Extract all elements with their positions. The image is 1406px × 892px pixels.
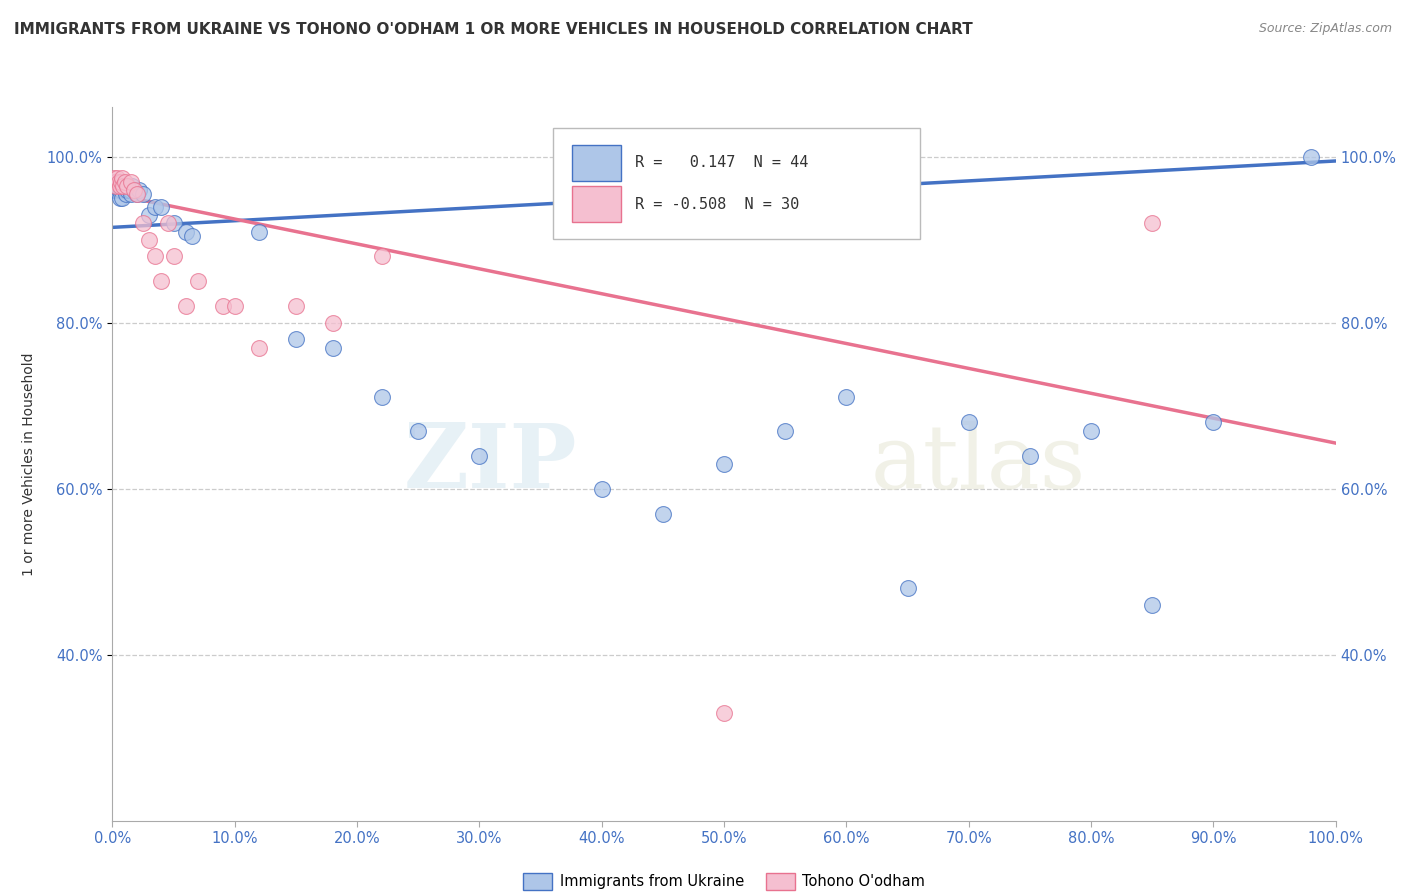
Point [370,391,392,405]
Point [1018,449,1040,463]
Point [120,175,142,189]
Point [652,507,675,521]
Text: ZIP: ZIP [404,420,578,508]
Point [117,178,139,193]
Point [713,457,735,471]
Point [111,191,134,205]
Point [124,183,146,197]
Point [181,228,204,243]
Point [115,178,138,193]
Point [110,183,132,197]
Point [247,225,270,239]
Point [128,183,150,197]
Point [163,249,186,263]
Point [1142,216,1164,230]
Point [247,341,270,355]
Point [284,299,308,313]
Text: R = -0.508  N = 30: R = -0.508 N = 30 [634,196,799,211]
Point [103,183,125,197]
Point [713,706,735,720]
Point [114,175,136,189]
Point [105,170,128,185]
Point [468,449,491,463]
Point [104,175,127,189]
Point [110,175,132,189]
Point [105,175,128,189]
Point [211,299,233,313]
Point [107,175,129,189]
Point [591,482,613,496]
Point [120,187,142,202]
Point [114,183,136,197]
Point [1301,150,1323,164]
Point [284,332,308,346]
Point [174,299,197,313]
Point [103,170,125,185]
Point [132,187,155,202]
Point [224,299,246,313]
Point [121,178,143,193]
Point [115,187,138,202]
Y-axis label: 1 or more Vehicles in Household: 1 or more Vehicles in Household [21,352,35,575]
Point [174,225,197,239]
Point [1142,598,1164,612]
Point [107,183,129,197]
Point [105,178,128,193]
Point [143,200,166,214]
Text: IMMIGRANTS FROM UKRAINE VS TOHONO O'ODHAM 1 OR MORE VEHICLES IN HOUSEHOLD CORREL: IMMIGRANTS FROM UKRAINE VS TOHONO O'ODHA… [14,22,973,37]
FancyBboxPatch shape [553,128,920,239]
Point [150,200,173,214]
Point [125,187,148,202]
Text: Source: ZipAtlas.com: Source: ZipAtlas.com [1258,22,1392,36]
Point [150,274,173,288]
Point [124,183,146,197]
Point [138,208,160,222]
Point [112,178,135,193]
FancyBboxPatch shape [572,186,621,222]
Point [118,183,141,197]
Point [125,187,148,202]
Point [408,424,430,438]
Point [322,341,344,355]
Point [957,415,980,429]
Point [138,233,160,247]
Point [108,178,131,193]
Point [1080,424,1102,438]
Point [187,274,209,288]
Point [111,170,134,185]
Point [143,249,166,263]
Point [835,391,858,405]
Point [775,424,797,438]
Point [115,183,138,197]
Point [156,216,179,230]
Point [108,191,131,205]
Text: atlas: atlas [870,420,1085,508]
Point [163,216,186,230]
Point [104,175,127,189]
Point [105,183,128,197]
Point [112,178,135,193]
FancyBboxPatch shape [572,145,621,180]
Text: R =   0.147  N = 44: R = 0.147 N = 44 [634,155,808,170]
Point [132,216,155,230]
Legend: Immigrants from Ukraine, Tohono O'odham: Immigrants from Ukraine, Tohono O'odham [517,867,931,892]
Point [370,249,392,263]
Point [897,582,920,596]
Point [322,316,344,330]
Point [1202,415,1225,429]
